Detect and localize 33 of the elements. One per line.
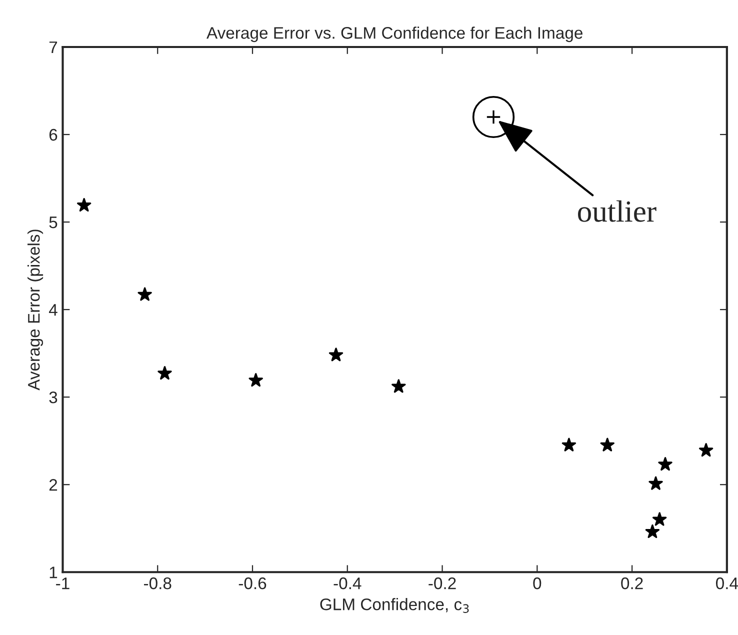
point [248, 373, 263, 387]
point [392, 379, 406, 393]
x-tick-label: -0.2 [428, 577, 456, 590]
x-tick-label: -0.6 [238, 577, 266, 590]
x-tick-label: -0.4 [334, 577, 362, 590]
point [600, 438, 614, 452]
x-axis-title: GLM Confidence, c$_{3}$ [320, 598, 469, 613]
y-tick-label: 3 [49, 391, 58, 404]
y-tick-label: 1 [50, 566, 58, 578]
y-tick-label: 6 [49, 128, 58, 141]
x-tick-label: -1 [56, 578, 70, 590]
point [562, 438, 576, 452]
x-tick-label: 0.4 [716, 577, 738, 590]
point [328, 348, 344, 362]
x-tick-label: 0.2 [621, 577, 643, 590]
point [645, 524, 660, 538]
x-tick-label: 0 [533, 577, 542, 590]
point [698, 443, 714, 457]
point [648, 476, 663, 490]
point [472, 96, 515, 138]
y-axis-title: Average Error (pixels) [28, 230, 44, 390]
y-tick-label: 2 [49, 479, 58, 491]
point [652, 512, 667, 526]
point [76, 198, 92, 212]
point [158, 366, 172, 380]
y-tick-label: 4 [48, 304, 58, 316]
point [138, 287, 152, 301]
annotation: outlier [578, 200, 656, 222]
chart-title: Average Error vs. GLM Confidence for Each Image [206, 26, 582, 42]
y-tick-label: 7 [49, 42, 58, 54]
x-tick-label: -0.8 [144, 577, 172, 590]
y-tick-label: 5 [49, 216, 58, 228]
point [658, 457, 672, 471]
